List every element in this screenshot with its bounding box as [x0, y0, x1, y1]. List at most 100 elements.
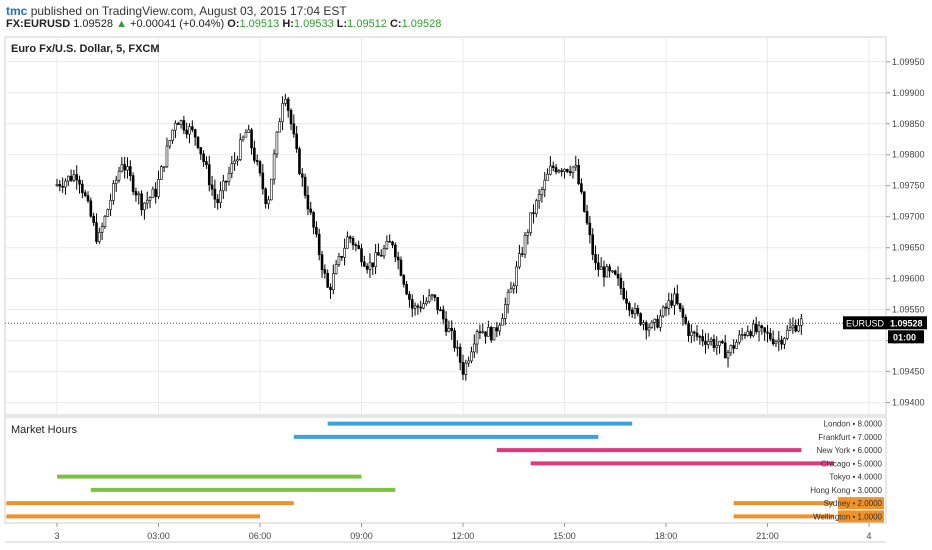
candle-body [754, 323, 758, 332]
candle-body [272, 153, 276, 180]
candle-body [363, 261, 366, 267]
candle-body [622, 288, 626, 299]
candle-body [729, 345, 733, 354]
session-label: New York • 6.0000 [816, 446, 882, 455]
candle-body [670, 300, 673, 306]
candle-body [599, 266, 603, 270]
candle-body [309, 208, 313, 213]
candle-body [255, 160, 259, 162]
chart-title: Euro Fx/U.S. Dollar, 5, FXCM [11, 43, 160, 55]
candle-body [644, 322, 648, 331]
candle-body [498, 324, 501, 332]
time-tick-label: 15:00 [553, 531, 576, 541]
candle-body [337, 256, 341, 265]
candle-body [478, 331, 482, 334]
candle-body [233, 160, 236, 165]
candle-body [58, 184, 62, 187]
session-label-bg [838, 510, 884, 523]
candle-body [250, 129, 253, 149]
candle-body [357, 245, 360, 249]
candle-body [675, 293, 679, 304]
candle-body [286, 98, 290, 111]
candle-body [343, 247, 346, 258]
candle-body [597, 262, 600, 270]
time-axis[interactable]: 3 03:00 06:00 09:00 12:00 15:00 18:00 21:00 4 [54, 523, 872, 541]
candle-body [207, 164, 211, 186]
candle-body [193, 129, 197, 138]
price-tick-label: 1.09550 [892, 305, 925, 315]
candle-body [258, 161, 262, 174]
candle-body [537, 194, 541, 202]
market-hours-pane[interactable] [4, 416, 887, 524]
candle-body [151, 188, 155, 198]
candle-body [371, 262, 375, 267]
candle-body [800, 318, 803, 326]
price-axis[interactable]: 1.09950 1.09900 1.09850 1.09800 1.09750 1.097… [886, 57, 925, 408]
candle-body [425, 301, 428, 304]
market-hours-title: Market Hours [11, 424, 78, 436]
candle-body [205, 161, 208, 165]
candle-body [551, 165, 555, 168]
candle-body [391, 241, 394, 246]
session-label: Wellington • 1.0000 [813, 512, 882, 521]
candle-body [591, 234, 594, 255]
publish-line: tmc published on TradingView.com, August… [6, 4, 347, 18]
price-tick-label: 1.09950 [892, 57, 925, 67]
candle-body [661, 306, 665, 317]
candle-body [515, 266, 518, 287]
candle-body [619, 277, 623, 289]
candle-body [165, 145, 169, 167]
candle-body [168, 140, 172, 147]
time-tick-label: 09:00 [350, 531, 373, 541]
candle-body [785, 329, 789, 339]
candle-body [346, 236, 349, 249]
candle-body [447, 327, 451, 332]
candle-body [89, 200, 93, 217]
price-tick-label: 1.09800 [892, 150, 925, 160]
candle-body [81, 183, 84, 194]
candle-body [332, 273, 335, 291]
candle-body [698, 336, 702, 338]
candle-body [103, 216, 107, 227]
candle-body [715, 345, 719, 348]
price-tick-label: 1.09650 [892, 243, 925, 253]
chart-canvas[interactable]: 1.09950 1.09900 1.09850 1.09800 1.09750 1.097… [0, 34, 932, 550]
candle-body [55, 184, 59, 187]
candle-body [769, 332, 772, 340]
candle-body [706, 340, 710, 345]
candle-body [264, 188, 267, 205]
candle-body [470, 351, 473, 362]
candle-body [334, 264, 338, 274]
candle-body [743, 334, 747, 336]
candle-body [410, 299, 414, 309]
candle-body [326, 272, 329, 288]
candle-body [740, 334, 744, 336]
candles [55, 93, 803, 381]
candle-body [219, 190, 222, 204]
candle-body [408, 293, 411, 300]
candle-body [174, 122, 177, 131]
candle-body [709, 339, 713, 342]
author-link[interactable]: tmc [6, 4, 28, 18]
candle-body [492, 327, 496, 341]
candle-body [253, 147, 256, 161]
last-price: 1.09528 [73, 18, 113, 30]
chart-header: tmc published on TradingView.com, August… [0, 0, 932, 34]
candle-body [723, 342, 727, 359]
candle-body [687, 323, 690, 336]
symbol-name[interactable]: FX:EURUSD [6, 18, 71, 30]
candle-body [518, 253, 521, 268]
candle-body [532, 212, 535, 215]
candle-body [444, 318, 448, 332]
candle-body [489, 327, 493, 341]
price-pane[interactable] [4, 36, 887, 416]
close-label: C: [389, 18, 402, 30]
candle-body [690, 331, 693, 336]
candle-body [140, 193, 143, 211]
candle-body [628, 302, 631, 311]
session-label: Tokyo • 4.0000 [829, 473, 882, 482]
candle-body [61, 185, 64, 188]
candle-body [557, 170, 561, 173]
price-change: +0.00041 (+0.04%) [130, 18, 225, 30]
candle-body [154, 188, 157, 197]
